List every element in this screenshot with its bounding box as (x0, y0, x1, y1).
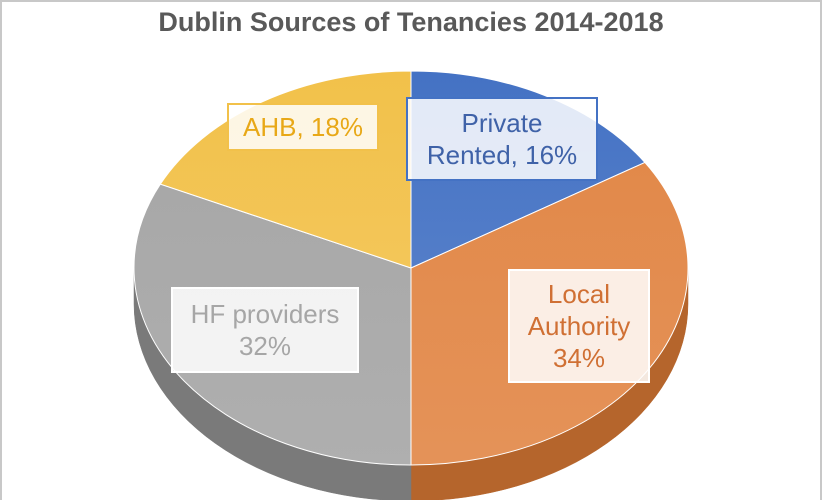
data-label-local-authority-line-3: 34% (553, 343, 605, 373)
data-label-local-authority-line-1: Local (548, 279, 610, 309)
data-label-ahb-line-1: AHB, 18% (243, 112, 363, 142)
label-box-hf-providers (171, 287, 359, 373)
data-label-hf-providers-line-1: HF providers (191, 299, 340, 329)
chart-title: Dublin Sources of Tenancies 2014-2018 (158, 7, 664, 37)
label-box-ahb (227, 103, 379, 151)
label-box-local-authority (508, 269, 650, 383)
data-label-private-rented-line-1: Private (462, 108, 543, 138)
data-label-hf-providers-line-2: 32% (239, 331, 291, 361)
data-label-local-authority-line-2: Authority (528, 311, 631, 341)
data-label-private-rented-line-2: Rented, 16% (427, 140, 577, 170)
label-box-private-rented (406, 97, 598, 181)
